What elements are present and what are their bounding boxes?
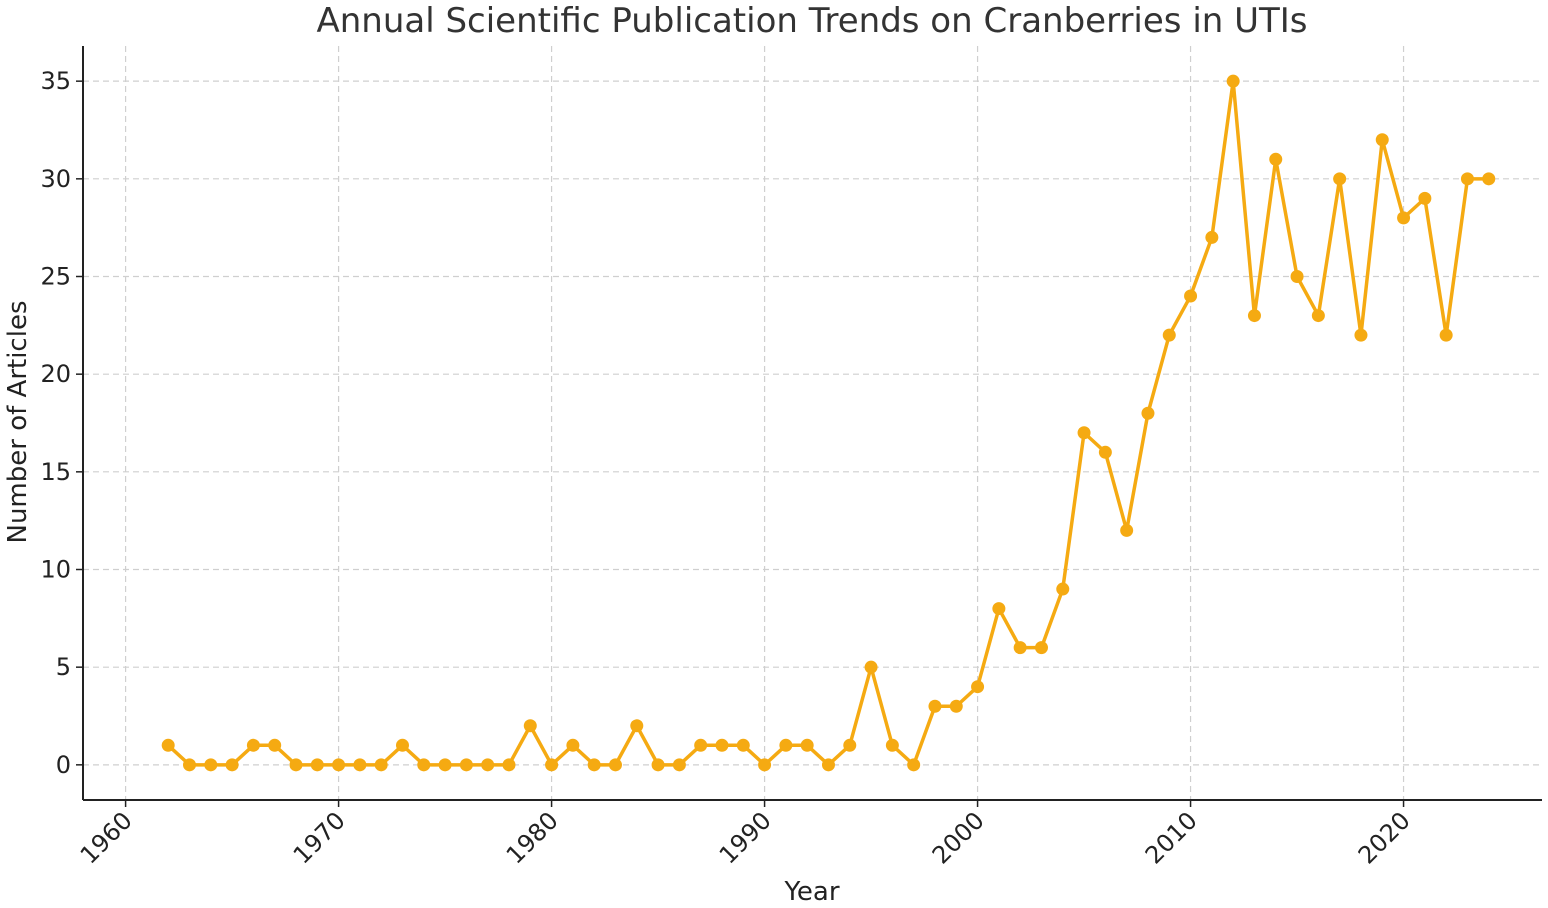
data-point <box>821 758 835 772</box>
data-point <box>758 758 772 772</box>
data-point <box>1162 328 1176 342</box>
series-line <box>167 79 1489 767</box>
data-point <box>545 758 559 772</box>
data-point <box>843 738 857 752</box>
data-point <box>204 758 218 772</box>
data-point <box>1333 172 1347 186</box>
data-point <box>225 758 239 772</box>
data-point <box>395 738 409 752</box>
data-point <box>289 758 303 772</box>
data-point <box>1013 641 1027 655</box>
data-point <box>246 738 260 752</box>
data-point <box>1311 309 1325 323</box>
data-point <box>481 758 495 772</box>
x-tick-label: 2000 <box>927 806 990 869</box>
data-point <box>417 758 431 772</box>
x-axis-label: Year <box>783 877 839 907</box>
y-tick-label: 15 <box>40 458 71 486</box>
data-point <box>1098 445 1112 459</box>
data-point <box>523 719 537 733</box>
y-tick-label: 0 <box>56 751 71 779</box>
y-axis-label: Number of Articles <box>3 301 33 544</box>
data-point <box>459 758 473 772</box>
data-point <box>1034 641 1048 655</box>
data-point <box>1460 172 1474 186</box>
data-point <box>1141 406 1155 420</box>
data-point <box>1418 191 1432 205</box>
y-tick-label: 10 <box>40 556 71 584</box>
x-tick-label: 1990 <box>714 806 777 869</box>
data-point <box>1354 328 1368 342</box>
x-tick-label: 1970 <box>288 806 351 869</box>
axes <box>82 46 1542 801</box>
data-point <box>332 758 346 772</box>
data-point <box>310 758 324 772</box>
x-tick-label: 1980 <box>501 806 564 869</box>
data-point <box>587 758 601 772</box>
data-point <box>1482 172 1496 186</box>
chart-title: Annual Scientific Publication Trends on … <box>316 1 1307 41</box>
data-point <box>736 738 750 752</box>
y-tick-label: 25 <box>40 262 71 290</box>
series <box>161 74 1496 772</box>
data-point <box>1397 211 1411 225</box>
data-point <box>502 758 516 772</box>
data-point <box>1226 74 1240 88</box>
data-point <box>1077 426 1091 440</box>
data-point <box>1247 309 1261 323</box>
y-tick-label: 20 <box>40 360 71 388</box>
grid <box>83 46 1542 800</box>
data-point <box>1439 328 1453 342</box>
data-point <box>438 758 452 772</box>
data-point <box>992 602 1006 616</box>
data-point <box>566 738 580 752</box>
y-tick-label: 5 <box>56 653 71 681</box>
data-point <box>672 758 686 772</box>
data-point <box>694 738 708 752</box>
data-point <box>630 719 644 733</box>
data-point <box>928 699 942 713</box>
data-point <box>885 738 899 752</box>
data-point <box>779 738 793 752</box>
data-point <box>1290 269 1304 283</box>
data-point <box>268 738 282 752</box>
data-point <box>182 758 196 772</box>
data-point <box>1375 133 1389 147</box>
data-point <box>971 680 985 694</box>
y-tick-label: 30 <box>40 165 71 193</box>
data-point <box>1120 523 1134 537</box>
data-point <box>1269 152 1283 166</box>
data-point <box>949 699 963 713</box>
data-point <box>161 738 175 752</box>
data-point <box>608 758 622 772</box>
data-point <box>651 758 665 772</box>
x-tick-label: 2020 <box>1353 806 1416 869</box>
x-tick-label: 2010 <box>1140 806 1203 869</box>
data-point <box>800 738 814 752</box>
data-point <box>864 660 878 674</box>
data-point <box>353 758 367 772</box>
y-tick-label: 35 <box>40 67 71 95</box>
data-point <box>907 758 921 772</box>
data-point <box>1205 230 1219 244</box>
data-point <box>1056 582 1070 596</box>
x-tick-label: 1960 <box>75 806 138 869</box>
data-point <box>715 738 729 752</box>
data-point <box>374 758 388 772</box>
data-point <box>1184 289 1198 303</box>
